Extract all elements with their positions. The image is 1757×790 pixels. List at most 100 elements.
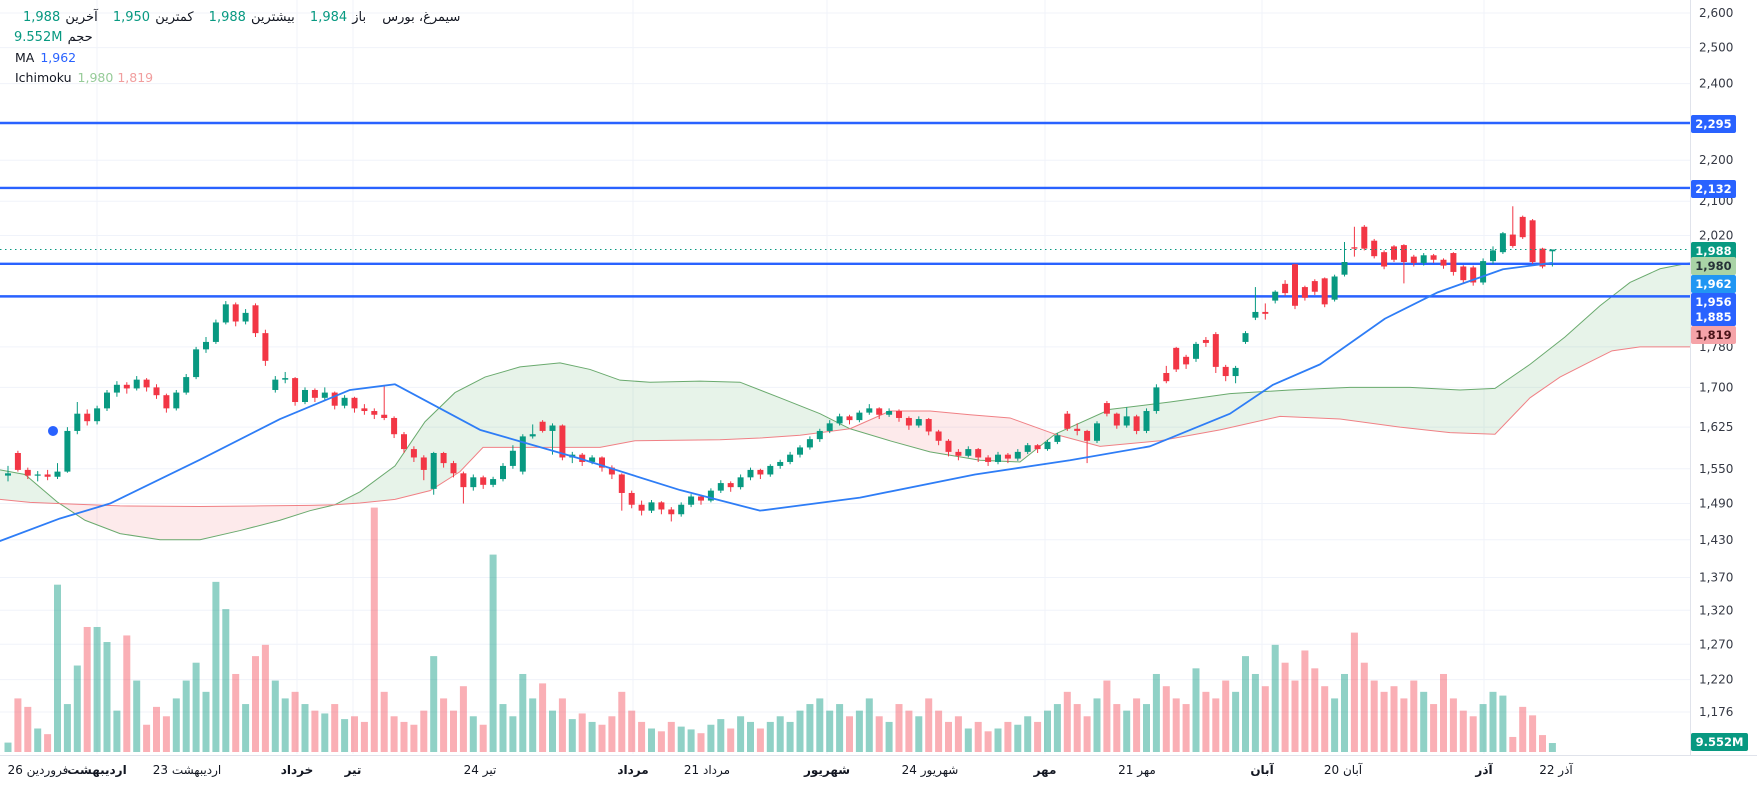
price-tick-label: 2,020 [1699,228,1733,242]
time-tick-label: مرداد [617,763,648,777]
candle [1460,266,1467,281]
volume-bar [252,656,259,752]
price-badge-text: 1,956 [1695,295,1731,309]
volume-bar [875,716,883,752]
volume-bar [588,721,596,752]
volume-bar [291,691,299,752]
volume-label: حجم [67,30,93,46]
legend-ichimoku-row[interactable]: Ichimoku 1,980 1,819 [14,68,460,87]
volume-bar [964,728,972,752]
ma-line[interactable] [0,262,1553,542]
price-badge-2,295 [1691,115,1736,133]
candle [490,479,497,485]
volume-bar [103,642,111,752]
candle [727,483,734,488]
volume-bar [24,706,32,752]
marker-layer[interactable] [47,424,59,437]
symbol-title[interactable]: سیمرغ، بورس [382,10,461,25]
volume-bar [450,710,457,752]
volume-bar [717,719,725,752]
volume-bar [380,691,388,752]
volume-bars [4,507,1556,752]
volume-bar [222,609,230,752]
candle [1440,259,1447,266]
candle [925,419,932,432]
drawing-anchor-dot[interactable] [47,424,59,437]
candle [64,430,71,472]
volume-bar [608,716,616,752]
volume-bar [618,691,626,752]
candle [985,457,992,462]
price-badge-text: 1,980 [1695,259,1731,273]
volume-bar [885,721,893,752]
legend-ohlc-row: سیمرغ، بورس باز 1,984 بیشترین 1,988 کمتر… [14,8,460,28]
volume-bar [1489,691,1497,752]
volume-bar [1370,680,1378,752]
volume-bar [1222,680,1230,752]
volume-bar [994,728,1002,752]
ichimoku-value-a: 1,980 [77,69,114,85]
cloud-pink-segment [57,501,335,540]
candle [816,430,823,440]
price-axis[interactable]: 2,6002,5002,4002,2002,1002,0201,7801,700… [1699,6,1733,719]
volume-bar [14,698,22,752]
candle [232,304,239,322]
candle [1539,248,1546,267]
volume-bar [1024,716,1032,752]
candle [222,304,229,323]
candle [1311,281,1318,292]
volume-bar [1509,736,1517,752]
candle [272,379,279,390]
candles-layer[interactable] [5,206,1556,522]
volume-bar [826,710,834,752]
horizontal-lines-layer[interactable] [0,121,1690,298]
volume-bar [865,698,873,752]
candle [1351,247,1358,249]
volume-bar [143,724,151,752]
ma-layer[interactable] [0,262,1553,542]
candle [193,349,200,378]
candle [1410,256,1417,263]
legend-ma-row[interactable]: MA 1,962 [14,48,460,67]
candle [1499,233,1506,253]
volume-bar [568,719,576,752]
candle [1153,387,1160,412]
volume-bar [677,726,685,752]
candle [1222,366,1229,377]
volume-bar [1321,686,1329,752]
candle [539,421,546,431]
candle [5,473,11,476]
candle [1044,441,1051,450]
ichimoku-cloud [0,262,1691,541]
candle [965,449,972,456]
candle [460,473,467,488]
candle [331,392,338,406]
candle [1321,278,1328,305]
volume-bar [1192,668,1200,752]
candle [123,384,130,389]
volume-bar [1143,704,1150,752]
candle [797,447,803,455]
last-label: آخرین [65,10,98,25]
volume-bar [410,724,418,752]
candle [113,384,120,393]
volume-bar [648,728,655,752]
volume-bar [1281,662,1289,752]
candle [321,392,328,398]
low-label: کمترین [155,10,194,25]
price-tick-label: 1,490 [1699,497,1733,511]
open-value: 1,984 [309,10,348,25]
volume-bar [578,713,586,752]
legend-volume-row: حجم 9.552M [14,28,460,48]
volume-bar [351,716,358,752]
volume-bar [1459,710,1467,752]
volume-bar [697,733,705,752]
volume-bar [153,706,160,752]
price-badge-2,132 [1691,180,1736,198]
candle [1292,264,1298,306]
candle [747,469,754,478]
volume-bar [529,698,537,752]
volume-bar [113,710,121,752]
